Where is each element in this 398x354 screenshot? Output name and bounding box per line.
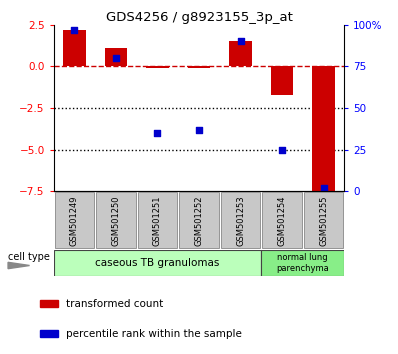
Point: [113, 55, 119, 61]
Bar: [63, 30, 86, 66]
Text: GSM501251: GSM501251: [153, 195, 162, 246]
Bar: [105, 48, 127, 66]
Bar: [271, 66, 293, 95]
Bar: [40, 330, 58, 337]
Point: [279, 147, 285, 152]
Bar: [146, 66, 169, 68]
Text: GSM501252: GSM501252: [195, 195, 203, 246]
Point: [154, 130, 161, 136]
Bar: [229, 41, 252, 66]
Point: [320, 185, 327, 191]
Text: caseous TB granulomas: caseous TB granulomas: [95, 258, 220, 268]
Text: transformed count: transformed count: [66, 299, 163, 309]
Text: normal lung
parenchyma: normal lung parenchyma: [276, 253, 329, 273]
Point: [237, 39, 244, 44]
Bar: [54, 250, 261, 276]
Point: [196, 127, 202, 132]
Bar: [261, 250, 344, 276]
Text: GSM501255: GSM501255: [319, 195, 328, 246]
Title: GDS4256 / g8923155_3p_at: GDS4256 / g8923155_3p_at: [105, 11, 293, 24]
Bar: [304, 192, 343, 249]
Text: GSM501253: GSM501253: [236, 195, 245, 246]
Bar: [262, 192, 302, 249]
Bar: [220, 192, 260, 249]
Text: GSM501249: GSM501249: [70, 195, 79, 246]
Bar: [55, 192, 94, 249]
Text: percentile rank within the sample: percentile rank within the sample: [66, 329, 242, 339]
Polygon shape: [8, 262, 29, 269]
Text: GSM501250: GSM501250: [111, 195, 121, 246]
Point: [71, 27, 78, 33]
Bar: [187, 66, 211, 68]
Text: cell type: cell type: [8, 252, 50, 262]
Bar: [312, 66, 335, 191]
Text: GSM501254: GSM501254: [277, 195, 287, 246]
Bar: [40, 300, 58, 307]
Bar: [138, 192, 178, 249]
Bar: [179, 192, 219, 249]
Bar: [96, 192, 136, 249]
